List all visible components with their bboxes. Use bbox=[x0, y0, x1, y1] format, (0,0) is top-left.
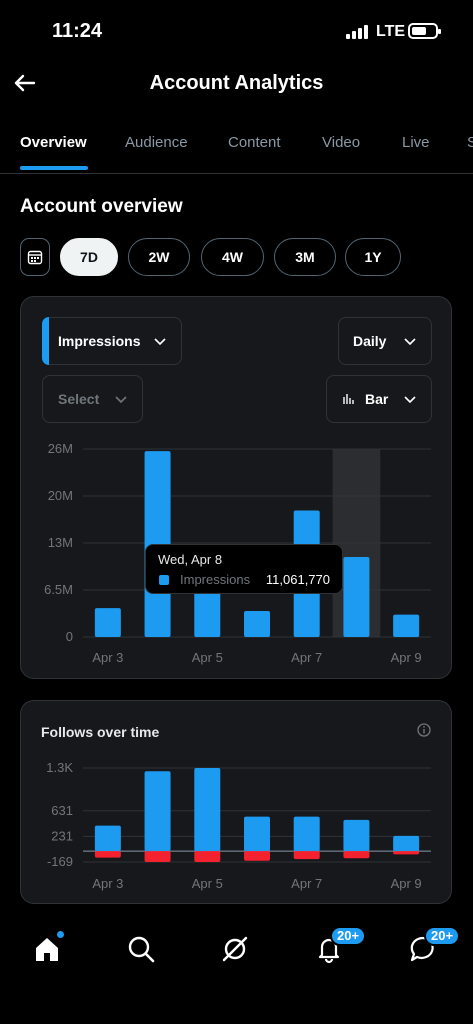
tooltip-label: Impressions bbox=[180, 572, 251, 587]
bar bbox=[343, 819, 370, 852]
x-tick-label: Apr 3 bbox=[92, 876, 123, 891]
messages-badge: 20+ bbox=[424, 926, 461, 946]
bar bbox=[94, 608, 121, 637]
tooltip-swatch bbox=[159, 575, 169, 585]
info-icon[interactable] bbox=[417, 723, 431, 737]
chevron-down-icon bbox=[154, 338, 166, 346]
grok-icon bbox=[222, 936, 248, 962]
x-tick-label: Apr 7 bbox=[291, 876, 322, 891]
tab-bar: Overview Audience Content Video Live S bbox=[0, 118, 473, 174]
metric-accent bbox=[42, 317, 49, 365]
range-3m[interactable]: 3M bbox=[274, 238, 336, 276]
chevron-down-icon bbox=[115, 396, 127, 404]
bar-negative bbox=[343, 851, 370, 859]
y-tick-label: 26M bbox=[48, 441, 73, 456]
compare-placeholder: Select bbox=[58, 391, 100, 407]
y-tick-label: 20M bbox=[48, 488, 73, 503]
follows-title: Follows over time bbox=[41, 724, 160, 740]
interval-label: Daily bbox=[353, 333, 387, 349]
calendar-icon bbox=[27, 250, 43, 265]
bar bbox=[144, 771, 171, 852]
y-tick-label: 231 bbox=[51, 828, 73, 843]
bar bbox=[343, 557, 370, 637]
signal-icon bbox=[346, 25, 370, 39]
x-tick-label: Apr 5 bbox=[192, 876, 223, 891]
y-tick-label: 0 bbox=[66, 629, 73, 644]
impressions-card: Impressions Daily Select Bar 26M 20M 13M 6.… bbox=[20, 296, 452, 679]
metric-label: Impressions bbox=[58, 333, 141, 349]
bar bbox=[293, 816, 320, 852]
y-tick-label: -169 bbox=[47, 854, 73, 869]
page-title: Account Analytics bbox=[149, 72, 324, 94]
chart-tooltip: Wed, Apr 8 Impressions 11,061,770 bbox=[145, 544, 343, 594]
chart-type-label: Bar bbox=[365, 391, 389, 407]
notifications-badge: 20+ bbox=[330, 926, 367, 946]
range-4w[interactable]: 4W bbox=[201, 238, 264, 276]
chevron-down-icon bbox=[404, 396, 416, 404]
tab-overflow[interactable]: S bbox=[467, 134, 473, 151]
tooltip-date: Wed, Apr 8 bbox=[158, 552, 223, 567]
x-tick-label: Apr 9 bbox=[391, 650, 422, 665]
tab-overview[interactable]: Overview bbox=[20, 134, 87, 151]
x-tick-label: Apr 5 bbox=[192, 650, 223, 665]
bar bbox=[393, 614, 420, 637]
calendar-button[interactable] bbox=[20, 238, 50, 276]
tooltip-value: 11,061,770 bbox=[265, 572, 330, 587]
header: Account Analytics bbox=[0, 60, 473, 110]
section-title: Account overview bbox=[20, 196, 183, 217]
range-1y[interactable]: 1Y bbox=[345, 238, 401, 276]
home-icon bbox=[36, 938, 58, 961]
bottom-nav: 20+ 20+ bbox=[0, 920, 473, 990]
arrow-left-icon bbox=[14, 74, 36, 92]
nav-grok[interactable] bbox=[220, 934, 252, 966]
interval-dropdown[interactable]: Daily bbox=[338, 317, 432, 365]
y-tick-label: 6.5M bbox=[44, 582, 73, 597]
nav-search[interactable] bbox=[126, 934, 158, 966]
range-2w[interactable]: 2W bbox=[128, 238, 190, 276]
network-label: LTE bbox=[376, 23, 406, 40]
bar-negative bbox=[144, 851, 171, 862]
tab-video[interactable]: Video bbox=[322, 134, 361, 151]
tab-indicator bbox=[20, 166, 88, 170]
bar-chart-icon bbox=[343, 394, 354, 404]
bar-negative bbox=[94, 851, 121, 858]
bar-negative bbox=[244, 851, 270, 861]
battery-icon bbox=[408, 23, 441, 39]
x-tick-label: Apr 7 bbox=[291, 650, 322, 665]
bar bbox=[194, 590, 221, 637]
bar bbox=[244, 610, 270, 637]
impressions-chart[interactable]: 26M 20M 13M 6.5M 0 Apr 3 Apr 5 Apr 7 Apr 9 bbox=[21, 297, 453, 680]
follows-chart[interactable]: 1.3K 631 231 -169 Apr 3 Apr 5 Apr 7 Apr 9 bbox=[21, 701, 453, 905]
bar bbox=[194, 768, 221, 852]
metric-dropdown[interactable]: Impressions bbox=[42, 317, 182, 365]
search-icon bbox=[128, 936, 155, 963]
bar bbox=[244, 816, 270, 852]
status-bar: 11:24 LTE bbox=[0, 0, 473, 60]
bar bbox=[393, 835, 420, 852]
tab-audience[interactable]: Audience bbox=[125, 134, 188, 151]
nav-home[interactable] bbox=[32, 931, 64, 966]
chart-type-dropdown[interactable]: Bar bbox=[326, 375, 432, 423]
range-7d[interactable]: 7D bbox=[60, 238, 118, 276]
follows-card: Follows over time 1.3K 631 231 -169 Apr 3 Apr… bbox=[20, 700, 452, 904]
bar-negative bbox=[293, 851, 320, 860]
nav-notifications[interactable]: 20+ bbox=[314, 926, 367, 966]
bar-negative bbox=[194, 851, 221, 862]
y-tick-label: 631 bbox=[51, 803, 73, 818]
x-tick-label: Apr 9 bbox=[391, 876, 422, 891]
home-unread-dot bbox=[57, 931, 64, 938]
bar bbox=[94, 825, 121, 852]
nav-messages[interactable]: 20+ bbox=[408, 926, 461, 966]
chevron-down-icon bbox=[404, 338, 416, 346]
back-button[interactable] bbox=[10, 68, 40, 98]
compare-dropdown[interactable]: Select bbox=[42, 375, 143, 423]
status-time: 11:24 bbox=[52, 20, 103, 42]
bar-negative bbox=[393, 851, 420, 855]
tab-content[interactable]: Content bbox=[228, 134, 281, 151]
tab-live[interactable]: Live bbox=[402, 134, 430, 151]
y-tick-label: 13M bbox=[48, 535, 73, 550]
x-tick-label: Apr 3 bbox=[92, 650, 123, 665]
y-tick-label: 1.3K bbox=[46, 760, 73, 775]
